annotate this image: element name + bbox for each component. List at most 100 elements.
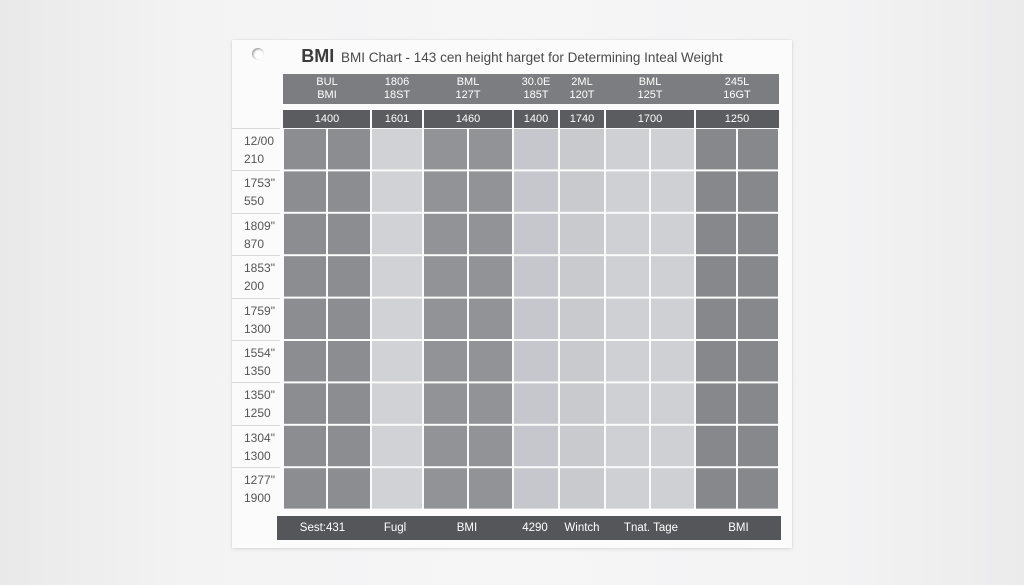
grid-cell [372,129,422,170]
grid-cell [560,468,604,509]
row-label-weight: 210 [244,152,265,166]
row-label-height: 1753" [244,176,275,191]
column-header-line2: 120T [569,89,595,101]
subheader-separator [694,110,696,128]
grid-cell [284,425,326,467]
grid-cell [284,213,326,255]
subheader-separator [604,110,606,128]
row-label-weight: 1300 [244,448,271,463]
grid-cell [514,256,558,297]
grid-cell [372,213,422,255]
grid-cell [284,256,326,297]
grid-cell [696,256,736,297]
grid-cell [328,341,370,382]
subheader-value: 1740 [569,113,595,125]
grid-cell [284,298,326,339]
grid-cell [424,383,467,424]
column-header: BUL BMI [283,74,371,104]
row-label-weight: 200 [244,279,265,294]
grid-cell [560,129,604,170]
column-header: BML 127T [423,74,513,104]
grid-cell [328,425,370,467]
grid-cell [606,425,649,467]
row-label-height: 1350" [244,388,275,403]
row-label: 1350" 1250 [232,382,280,424]
grid-cell [696,171,736,212]
grid-cell [696,425,736,467]
subheader-separator [558,110,560,128]
grid-cell [424,213,467,255]
grid-cell [560,213,604,255]
row-label: 1809" 870 [232,212,280,255]
grid-cell [606,341,649,382]
column-header-line2: 185T [523,89,549,101]
column-header-line1: 245L [724,76,750,88]
grid-cell [651,468,694,509]
row-label-height: 1809" [244,218,275,233]
grid-cell [606,383,649,424]
grid-cell [284,129,326,170]
column-header-line2: 18ST [383,89,411,101]
grid-cell [424,256,467,297]
subheader-value: 1400 [523,113,549,125]
row-label: 12/00 210 [232,128,280,170]
row-label: 1759" 1300 [232,297,280,340]
grid-cell [738,213,778,255]
grid-cell [514,298,558,339]
grid-cell [738,256,778,297]
column-header-line1: BML [638,76,662,88]
column-header: 30.0E 185T [513,74,559,104]
grid-cell [328,468,370,509]
grid-cell [424,468,467,509]
grid-cell [651,425,694,467]
grid-cell [606,129,649,170]
row-label-weight: 1350 [244,364,271,378]
grid-cell [328,129,370,170]
grid-cell [372,425,422,467]
subheader-value: 1400 [314,113,340,125]
grid-cell [651,213,694,255]
grid-cell [651,171,694,212]
grid-cell [284,383,326,424]
grid-cell [651,341,694,382]
column-header: 245L 16GT [695,74,779,104]
grid-cell [469,425,512,467]
grid-cell [738,468,778,509]
grid-cell [424,129,467,170]
row-label: 1554" 1350 [232,340,280,382]
row-label: 1853" 200 [232,255,280,297]
grid-cell [560,256,604,297]
grid-cell [514,171,558,212]
grid-cell [372,171,422,212]
subheader-value: 1460 [455,113,481,125]
grid-cell [606,171,649,212]
grid-cell [328,213,370,255]
grid-cell [651,383,694,424]
grid-cell [424,171,467,212]
subheader-value: 1250 [724,113,750,125]
row-label-height: 1304" [244,430,275,445]
grid-cell [469,341,512,382]
grid-cell [560,341,604,382]
grid-cell [738,341,778,382]
grid-cell [560,425,604,467]
grid-cell [372,298,422,339]
row-label-height: 1853" [244,261,275,276]
column-header-line2: 125T [637,89,663,101]
grid-cell [372,468,422,509]
grid-cell [469,383,512,424]
grid-cell [696,129,736,170]
grid-cell [372,383,422,424]
grid-cell [328,383,370,424]
row-label: 1753" 550 [232,170,280,212]
grid-cell [372,341,422,382]
footer-label: Sest:431 [299,522,346,534]
grid-cell [696,383,736,424]
grid-cell [424,341,467,382]
subheader-separator [512,110,514,128]
row-label: 1277" 1900 [232,467,280,509]
column-header-line2: 16GT [723,89,751,101]
grid-cell [738,298,778,339]
subheader-separator [422,110,424,128]
